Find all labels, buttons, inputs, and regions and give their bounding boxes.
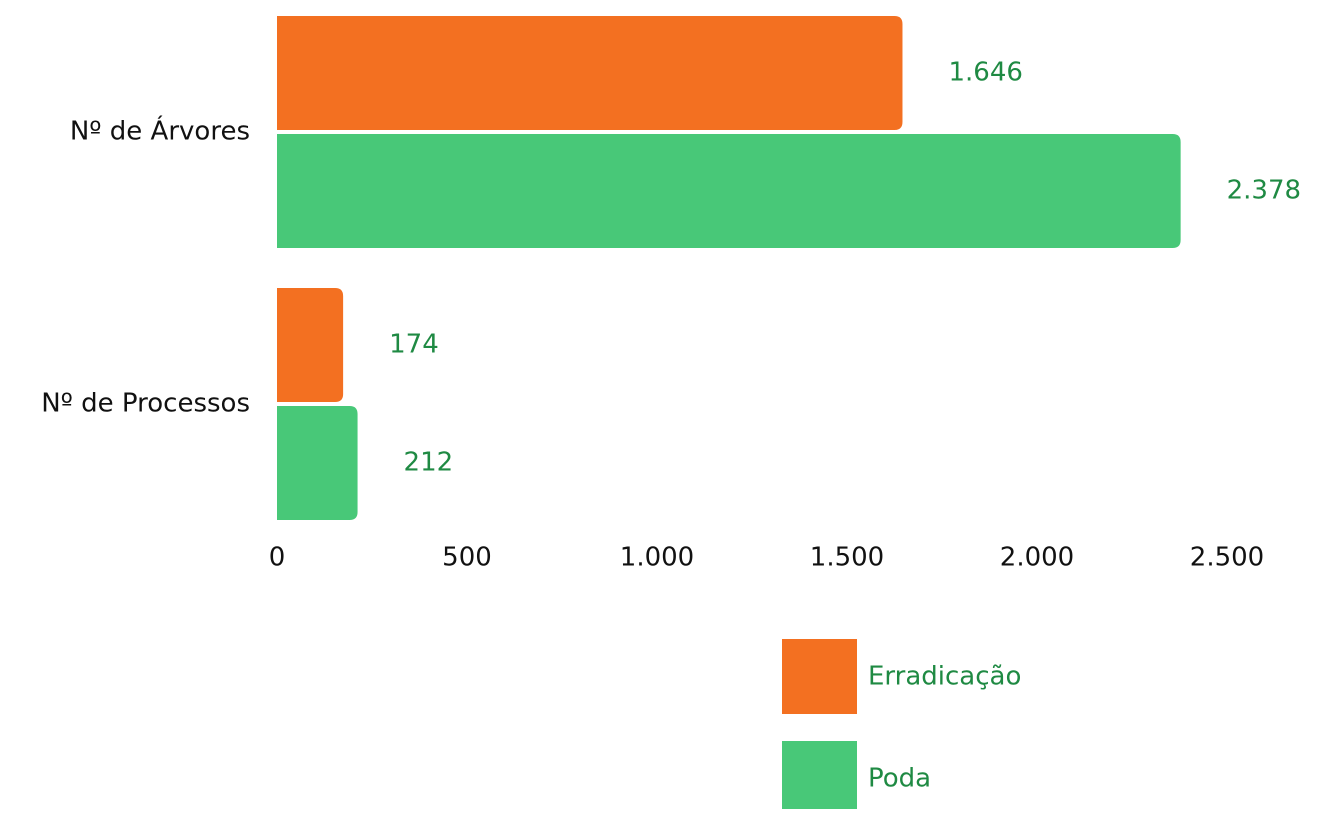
bar [277, 16, 903, 130]
x-tick-label: 2.000 [1000, 543, 1074, 573]
value-label: 2.378 [1227, 176, 1301, 206]
bar [277, 406, 358, 520]
bar [277, 288, 344, 402]
legend-label: Erradicação [868, 662, 1021, 692]
legend-label: Poda [868, 764, 931, 794]
y-tick-label: Nº de Processos [41, 389, 250, 419]
y-tick-label: Nº de Árvores [70, 115, 250, 147]
bar [277, 134, 1181, 248]
x-tick-label: 1.500 [810, 543, 884, 573]
value-label: 174 [389, 330, 439, 360]
x-tick-label: 1.000 [620, 543, 694, 573]
x-tick-label: 2.500 [1190, 543, 1264, 573]
x-tick-label: 0 [269, 543, 286, 573]
value-label: 1.646 [948, 58, 1022, 88]
legend-swatch [782, 639, 857, 714]
legend-swatch [782, 741, 857, 813]
value-label: 212 [404, 448, 454, 478]
x-tick-label: 500 [442, 543, 492, 573]
